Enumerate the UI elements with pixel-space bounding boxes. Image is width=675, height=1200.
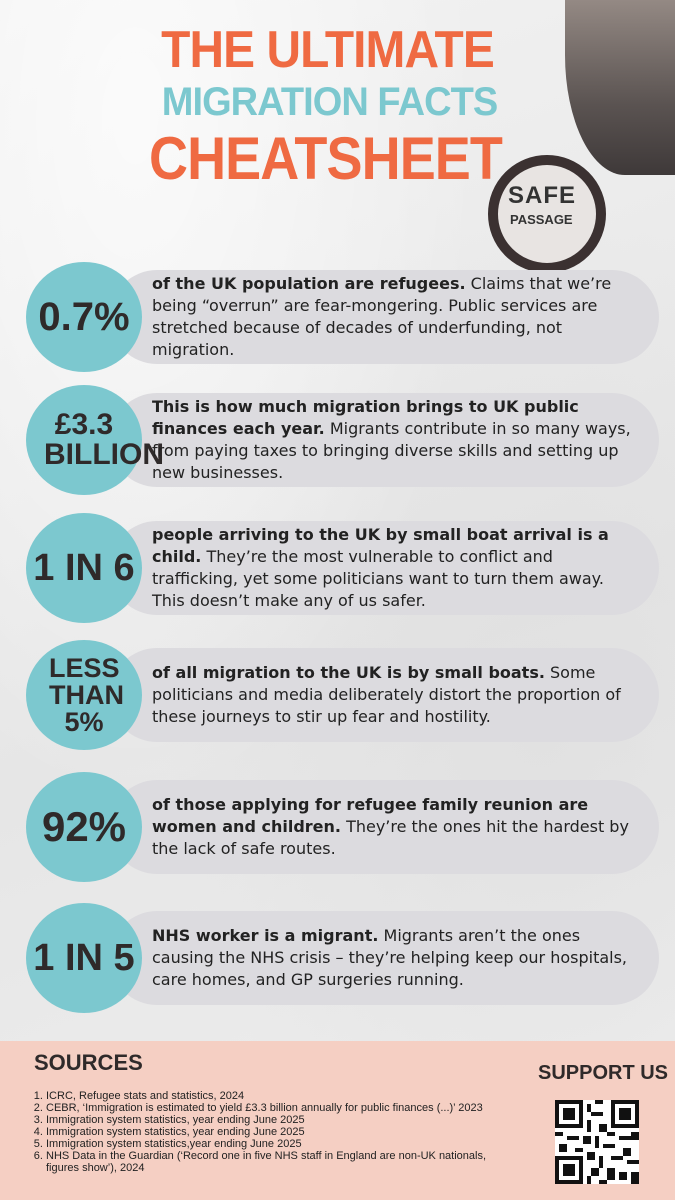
fact-body: Migrants contribute in so many ways, fro…: [152, 419, 631, 482]
fact-pill: [110, 393, 659, 487]
fact-body: Migrants aren’t the ones causing the NHS…: [152, 926, 628, 989]
stat-value: 92%: [41, 803, 127, 850]
support-us-label: SUPPORT US: [538, 1062, 669, 1084]
fact-bold: NHS worker is a migrant.: [152, 926, 379, 945]
logo-passage: PASSAGE: [510, 212, 573, 227]
stat-circle: £3.3 BILLION: [26, 385, 164, 495]
stat-value: 1 IN 6: [33, 547, 135, 589]
fact-row: 1 IN 5 NHS worker is a migrant. Migrants…: [0, 903, 675, 1013]
fact-row: 0.7% of the UK population are refugees. …: [0, 262, 675, 372]
fact-text: NHS worker is a migrant. Migrants aren’t…: [152, 903, 635, 1013]
title-line-3: CHEATSHEET: [148, 125, 503, 192]
fact-text: of all migration to the UK is by small b…: [152, 640, 635, 750]
fact-bold: people arriving to the UK by small boat …: [152, 525, 609, 566]
fact-pill: [110, 780, 659, 874]
stat-value: LESS THAN 5%: [49, 652, 124, 737]
fact-bold: of all migration to the UK is by small b…: [152, 663, 545, 682]
fact-pill: [110, 648, 659, 742]
source-item: CEBR, ‘Immigration is estimated to yield…: [46, 1102, 516, 1114]
fact-pill: [110, 521, 659, 615]
fact-row: £3.3 BILLION This is how much migration …: [0, 385, 675, 495]
stat-circle: 1 IN 5: [26, 903, 142, 1013]
fact-bold: This is how much migration brings to UK …: [152, 397, 579, 438]
title-line-2: MIGRATION FACTS: [161, 80, 498, 124]
fact-row: 1 IN 6 people arriving to the UK by smal…: [0, 513, 675, 623]
fact-body: They’re the ones hit the hardest by the …: [152, 817, 629, 858]
sources-list: ICRC, Refugee stats and statistics, 2024…: [26, 1090, 516, 1174]
qr-code[interactable]: [555, 1100, 639, 1184]
fact-row: LESS THAN 5% of all migration to the UK …: [0, 640, 675, 750]
source-item: ICRC, Refugee stats and statistics, 2024: [46, 1090, 516, 1102]
fact-bold: of those applying for refugee family reu…: [152, 795, 589, 836]
title-line-1: THE ULTIMATE: [161, 21, 495, 79]
fact-bold: of the UK population are refugees.: [152, 274, 466, 293]
fact-text: of those applying for refugee family reu…: [152, 772, 635, 882]
sources-title: SOURCES: [34, 1050, 143, 1075]
fact-body: Claims that we’re being “overrun” are fe…: [152, 274, 612, 359]
source-item: NHS Data in the Guardian (‘Record one in…: [46, 1150, 516, 1174]
fact-body: Some politicians and media deliberately …: [152, 663, 621, 726]
fact-text: This is how much migration brings to UK …: [152, 385, 635, 495]
stat-circle: 0.7%: [26, 262, 142, 372]
logo-safe: SAFE: [508, 182, 577, 209]
fact-text: of the UK population are refugees. Claim…: [152, 262, 635, 372]
source-item: Immigration system statistics, year endi…: [46, 1126, 516, 1138]
stat-circle: LESS THAN 5%: [26, 640, 142, 750]
source-item: Immigration system statistics, year endi…: [46, 1114, 516, 1126]
stat-value: £3.3 BILLION: [44, 408, 164, 471]
safe-passage-badge: [488, 155, 606, 273]
fact-row: 92% of those applying for refugee family…: [0, 772, 675, 882]
fact-pill: [110, 911, 659, 1005]
stat-circle: 1 IN 6: [26, 513, 142, 623]
stat-circle: 92%: [26, 772, 142, 882]
stat-value: 0.7%: [38, 295, 130, 339]
stat-value: 1 IN 5: [33, 937, 135, 979]
fact-pill: [110, 270, 659, 364]
fact-text: people arriving to the UK by small boat …: [152, 513, 635, 623]
source-item: Immigration system statistics,year endin…: [46, 1138, 516, 1150]
fact-body: They’re the most vulnerable to conflict …: [152, 547, 604, 610]
